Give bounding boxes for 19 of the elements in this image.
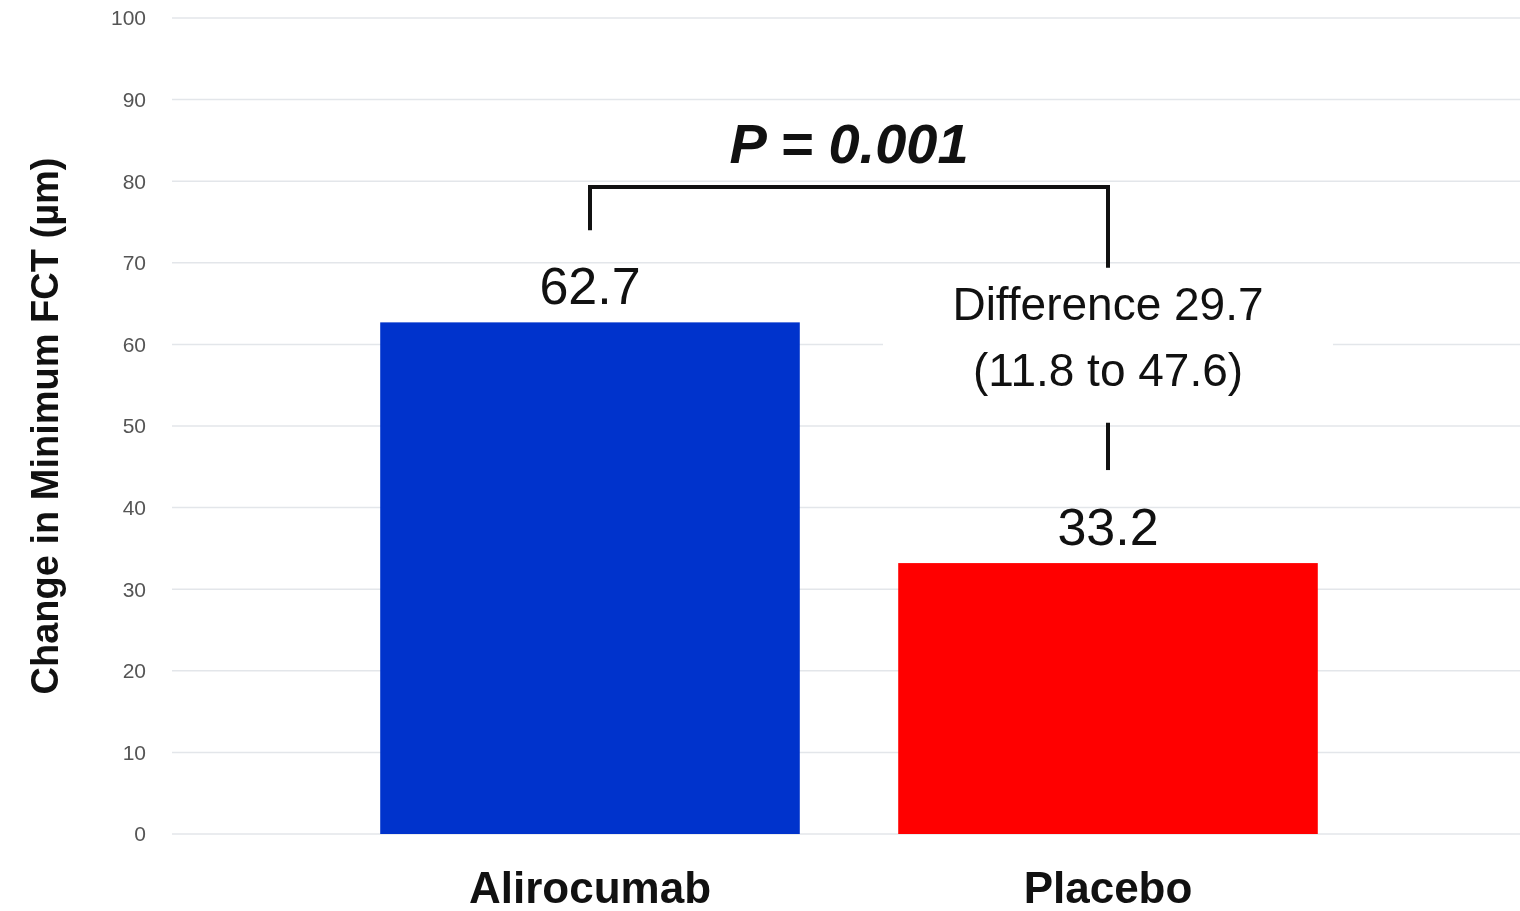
y-tick-label: 10 (122, 740, 146, 764)
y-tick-label: 0 (134, 822, 146, 846)
y-axis-title: Change in Minimum FCT (µm) (24, 157, 66, 695)
y-tick-label: 40 (122, 495, 146, 519)
y-tick-label: 80 (122, 169, 146, 193)
data-label: 62.7 (539, 257, 641, 316)
y-tick-label: 30 (122, 577, 146, 601)
annotation: (11.8 to 47.6) (972, 343, 1244, 396)
annotation: Difference 29.7 (952, 277, 1264, 330)
annotation: P = 0.001 (729, 111, 969, 175)
x-tick-label: Placebo (1023, 863, 1193, 911)
y-tick-label: 90 (122, 87, 146, 111)
y-tick-label: 50 (122, 414, 146, 438)
y-tick-label: 70 (122, 251, 146, 275)
y-tick-label: 20 (122, 659, 146, 683)
y-tick-label: 60 (122, 332, 146, 356)
x-tick-label: Alirocumab (468, 863, 712, 911)
y-tick-label: 100 (110, 6, 146, 30)
data-label: 33.2 (1057, 498, 1159, 557)
